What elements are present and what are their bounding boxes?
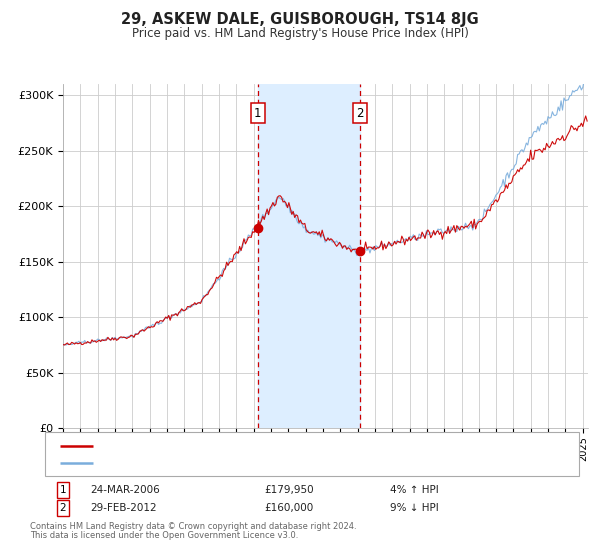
Text: 2: 2 — [356, 107, 364, 120]
Text: £179,950: £179,950 — [264, 485, 314, 495]
Bar — [257, 84, 361, 428]
Text: Price paid vs. HM Land Registry's House Price Index (HPI): Price paid vs. HM Land Registry's House … — [131, 27, 469, 40]
Text: Contains HM Land Registry data © Crown copyright and database right 2024.: Contains HM Land Registry data © Crown c… — [30, 522, 356, 531]
Text: 1: 1 — [254, 107, 262, 120]
Text: £160,000: £160,000 — [264, 503, 313, 513]
Text: 24-MAR-2006: 24-MAR-2006 — [90, 485, 160, 495]
Text: 4% ↑ HPI: 4% ↑ HPI — [390, 485, 439, 495]
Text: 29-FEB-2012: 29-FEB-2012 — [90, 503, 157, 513]
Text: This data is licensed under the Open Government Licence v3.0.: This data is licensed under the Open Gov… — [30, 531, 298, 540]
Text: 2: 2 — [59, 503, 67, 513]
Text: 9% ↓ HPI: 9% ↓ HPI — [390, 503, 439, 513]
Text: 1: 1 — [59, 485, 67, 495]
Text: 29, ASKEW DALE, GUISBOROUGH, TS14 8JG (detached house): 29, ASKEW DALE, GUISBOROUGH, TS14 8JG (d… — [100, 441, 409, 451]
Text: HPI: Average price, detached house, Redcar and Cleveland: HPI: Average price, detached house, Redc… — [100, 458, 394, 468]
Text: 29, ASKEW DALE, GUISBOROUGH, TS14 8JG: 29, ASKEW DALE, GUISBOROUGH, TS14 8JG — [121, 12, 479, 27]
